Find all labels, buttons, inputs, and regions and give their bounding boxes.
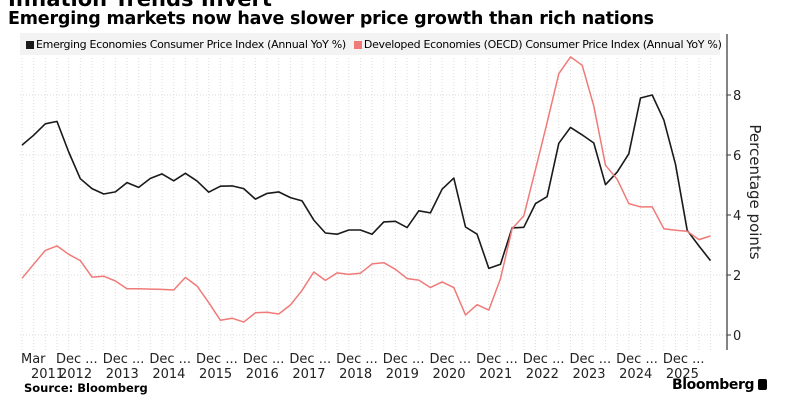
- x-tick-label-year: 2020: [432, 367, 465, 382]
- legend-item-developed: Developed Economies (OECD) Consumer Pric…: [353, 37, 722, 51]
- x-tick-label-month: Dec ...: [103, 352, 145, 367]
- bloomberg-terminal-icon: [758, 379, 768, 390]
- legend-label-emerging: Emerging Economies Consumer Price Index …: [36, 37, 346, 51]
- y-tick-label: 8: [733, 89, 741, 104]
- legend-label-developed: Developed Economies (OECD) Consumer Pric…: [363, 37, 722, 51]
- x-tick-label-month: Dec ...: [149, 352, 191, 367]
- legend-item-emerging: Emerging Economies Consumer Price Index …: [26, 38, 346, 51]
- x-tick-label-year: 2023: [572, 367, 605, 382]
- x-tick-label-month: Dec ...: [289, 352, 331, 367]
- x-tick-label-month: Mar: [21, 352, 46, 367]
- x-tick-label-month: Dec ...: [663, 352, 705, 367]
- x-tick-label-year: 2016: [246, 367, 279, 382]
- x-tick-label-month: Dec ...: [569, 352, 611, 367]
- bloomberg-logo: Bloomberg: [672, 377, 768, 393]
- x-tick-label-month: Dec ...: [196, 352, 238, 367]
- series-line-emerging: [21, 94, 712, 270]
- x-tick-label-year: 2012: [59, 367, 92, 382]
- x-tick-label-year: 2015: [199, 367, 232, 382]
- x-tick-label-year: 2021: [479, 367, 512, 382]
- x-tick-label-month: Dec ...: [616, 352, 658, 367]
- source-note: Source: Bloomberg: [24, 381, 148, 395]
- x-tick-label-year: 2019: [386, 367, 419, 382]
- y-tick-label: 0: [733, 329, 741, 344]
- x-tick-label-year: 2018: [339, 367, 372, 382]
- legend: Emerging Economies Consumer Price Index …: [20, 33, 722, 55]
- y-tick-label: 2: [733, 269, 741, 284]
- legend-swatch-emerging: [26, 40, 34, 49]
- legend-swatch-developed: [353, 40, 362, 49]
- x-tick-label-month: Dec ...: [56, 352, 98, 367]
- x-tick-label-month: Dec ...: [336, 352, 378, 367]
- x-tick-label-month: Dec ...: [429, 352, 471, 367]
- x-tick-label-year: 2011: [31, 367, 64, 382]
- x-tick-label-year: 2025: [666, 367, 699, 382]
- y-tick-label: 6: [733, 149, 741, 164]
- x-tick-label-month: Dec ...: [243, 352, 285, 367]
- x-tick-label-year: 2013: [106, 367, 139, 382]
- x-tick-label-month: Dec ...: [476, 352, 518, 367]
- y-axis-title: Percentage points: [746, 124, 764, 259]
- x-tick-label-month: Dec ...: [523, 352, 565, 367]
- chart-subtitle: Emerging markets now have slower price g…: [8, 9, 654, 29]
- x-tick-label-year: 2022: [526, 367, 559, 382]
- x-tick-label-year: 2024: [619, 367, 652, 382]
- brand-text: Bloomberg: [672, 377, 755, 393]
- x-tick-label-year: 2014: [152, 367, 185, 382]
- y-tick-label: 4: [733, 209, 741, 224]
- x-tick-label-month: Dec ...: [383, 352, 425, 367]
- series-line-developed: [21, 56, 711, 323]
- x-tick-label-year: 2017: [292, 367, 325, 382]
- chart-title: Inflation Trends Invert: [8, 0, 272, 11]
